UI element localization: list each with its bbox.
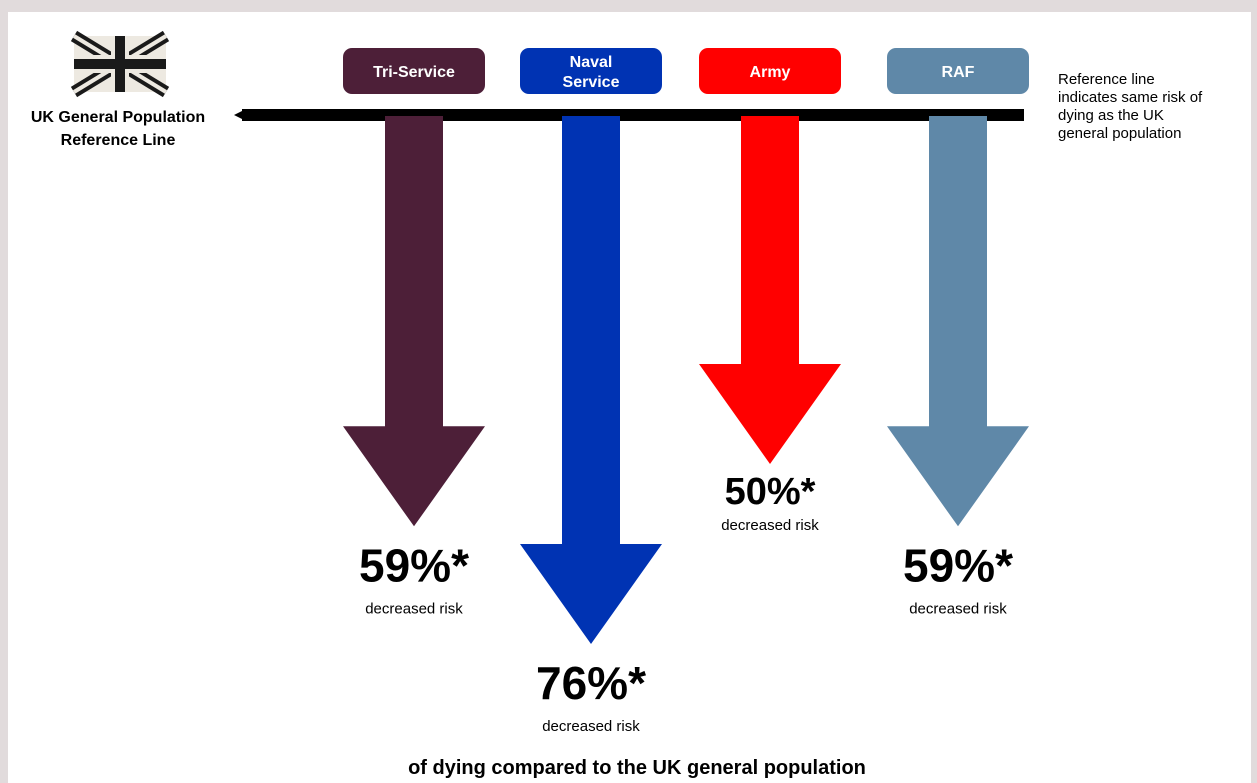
category-label-naval-service: Naval — [570, 54, 613, 71]
value-label-raf: 59%* — [903, 539, 1013, 591]
chart-panel: UK General Population Reference Line Ref… — [8, 12, 1251, 783]
value-label-naval-service: 76%* — [536, 657, 646, 709]
sub-label-army: decreased risk — [721, 517, 819, 534]
arrow-raf — [887, 116, 1029, 527]
category-pill-naval-service — [520, 48, 662, 94]
arrow-naval-service — [520, 116, 662, 644]
reference-line-label-line2: Reference Line — [61, 132, 176, 149]
category-pill-army — [699, 48, 841, 94]
reference-line-arrowhead — [234, 110, 244, 120]
risk-arrow-chart: UK General Population Reference Line Ref… — [31, 30, 1203, 779]
value-label-tri-service: 59%* — [359, 539, 469, 591]
footer-caption: of dying compared to the UK general popu… — [408, 757, 866, 779]
category-label-naval-service: Service — [563, 74, 620, 91]
sub-label-naval-service: decreased risk — [542, 718, 640, 735]
arrow-army — [699, 116, 841, 464]
value-labels: 59%* decreased risk 76%* decreased risk 50%*… — [359, 471, 1013, 735]
value-label-army: 50%* — [725, 471, 816, 513]
category-label-army: Army — [750, 64, 791, 81]
sub-label-raf: decreased risk — [909, 600, 1007, 617]
category-pill-raf — [887, 48, 1029, 94]
reference-note-line3: dying as the UK — [1058, 107, 1164, 124]
arrow-series — [343, 116, 1029, 644]
reference-line — [242, 109, 1024, 121]
category-label-raf: RAF — [942, 64, 975, 81]
arrow-tri-service — [343, 116, 485, 527]
category-labels: Tri-Service Naval Service Army RAF — [343, 48, 1029, 94]
reference-note-line4: general population — [1058, 125, 1181, 142]
reference-line-label-line1: UK General Population — [31, 109, 205, 126]
category-label-tri-service: Tri-Service — [373, 64, 455, 81]
reference-note-line2: indicates same risk of — [1058, 89, 1203, 106]
reference-note-line1: Reference line — [1058, 71, 1155, 88]
uk-flag-icon — [70, 30, 170, 98]
sub-label-tri-service: decreased risk — [365, 600, 463, 617]
category-pill-tri-service — [343, 48, 485, 94]
